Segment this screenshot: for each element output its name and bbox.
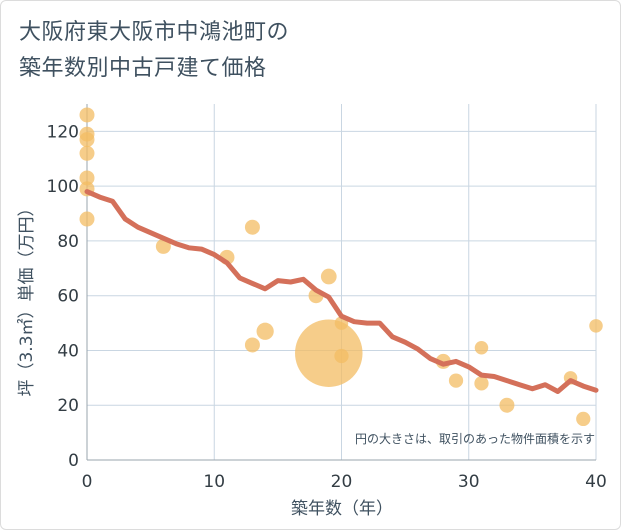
x-tick-label: 30 [458,472,480,492]
bubble-point [448,373,464,388]
bubble-point [79,145,95,161]
trend-line-group [84,189,599,394]
bubble-point [79,170,95,186]
y-tick-label: 120 [47,122,79,142]
x-tick-label: 10 [203,472,225,492]
y-tick-label: 0 [68,451,79,471]
y-tick-label: 20 [57,396,79,416]
size-annotation: 円の大きさは、取引のあった物件面積を示す [355,431,595,446]
y-tick-label: 60 [57,287,79,307]
bubble-point [334,348,349,364]
bubble-point [320,268,337,285]
bubble-point [295,319,363,387]
bubble-point [244,337,260,353]
y-tick-label: 100 [47,177,79,197]
x-tick-label: 20 [331,472,353,492]
x-tick-label: 40 [585,472,607,492]
bubble-point [79,132,95,148]
chart-title-line1: 大阪府東大阪市中鴻池町の [19,20,290,45]
bubble-point [155,238,171,254]
bubble-point [79,211,95,227]
x-tick-label: 0 [82,472,93,492]
y-tick-label: 80 [57,232,79,252]
grid-lines [86,104,597,461]
bubble-point [589,319,603,333]
bubble-point [256,322,274,340]
bubble-point [244,219,260,235]
bubble-point [499,397,515,413]
chart-title: 大阪府東大阪市中鴻池町の 築年数別中古戸建て価格 [19,15,289,87]
bubble-point [474,376,489,391]
ticks: 0 10 20 30 40 0 20 40 60 80 100 120 [47,122,607,492]
y-axis-label: 坪（3.3㎡）単価（万円） [17,199,37,396]
chart-title-line2: 築年数別中古戸建て価格 [19,56,267,81]
bubble-point [474,340,489,355]
bubble-point [576,411,591,427]
y-tick-label: 40 [57,341,79,361]
x-axis-label: 築年数（年） [291,499,393,519]
trend-line [84,189,599,394]
bubble-point [79,107,95,123]
